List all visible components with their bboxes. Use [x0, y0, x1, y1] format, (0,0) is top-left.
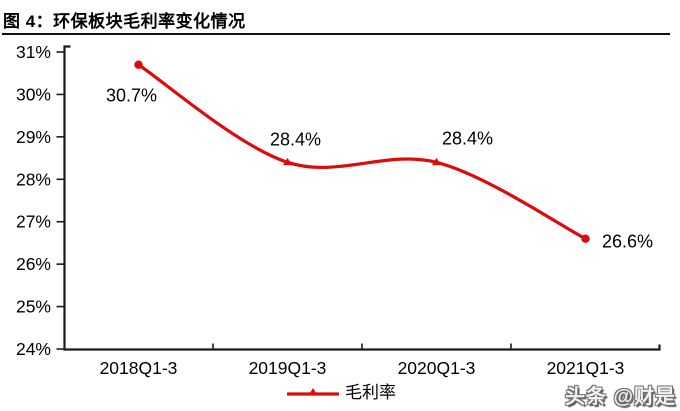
- y-tick-label: 26%: [16, 254, 51, 274]
- y-axis: 31% 30% 29% 28% 27% 26% 25% 24%: [16, 42, 64, 359]
- y-tick-label: 29%: [16, 127, 51, 147]
- legend-label: 毛利率: [345, 383, 396, 402]
- series-line: [136, 63, 588, 241]
- x-category-label: 2019Q1-3: [249, 358, 327, 378]
- data-point-marker: [432, 157, 441, 166]
- x-category-label: 2021Q1-3: [547, 358, 625, 378]
- x-category-label: 2018Q1-3: [100, 358, 178, 378]
- y-tick-label: 28%: [16, 169, 51, 189]
- y-tick-label: 27%: [16, 212, 51, 232]
- data-point-marker: [134, 60, 143, 69]
- watermark: 头条 @财是: [564, 386, 676, 408]
- data-point-marker: [581, 234, 590, 243]
- x-axis: 2018Q1-3 2019Q1-3 2020Q1-3 2021Q1-3: [100, 343, 625, 378]
- data-label: 26.6%: [602, 232, 653, 252]
- data-point-marker: [283, 157, 292, 166]
- data-label: 28.4%: [270, 129, 321, 149]
- legend-line-marker-icon: [287, 388, 339, 396]
- figure-title: 图 4：环保板块毛利率变化情况: [3, 12, 246, 31]
- y-tick-label: 30%: [16, 84, 51, 104]
- title-divider: [2, 33, 670, 35]
- axis-frame: [63, 45, 661, 351]
- y-tick-label: 24%: [16, 339, 51, 359]
- y-tick-label: 25%: [16, 297, 51, 317]
- data-label: 28.4%: [442, 128, 493, 148]
- data-label: 30.7%: [106, 86, 157, 106]
- chart-legend: 毛利率: [287, 382, 396, 404]
- y-tick-label: 31%: [16, 42, 51, 62]
- x-category-label: 2020Q1-3: [398, 358, 476, 378]
